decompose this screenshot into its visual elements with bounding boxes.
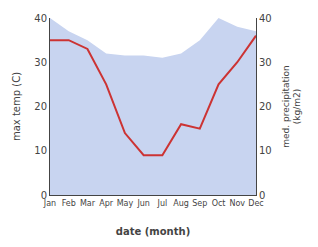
svg-text:Mar: Mar [80, 199, 96, 208]
svg-text:0: 0 [41, 190, 47, 201]
svg-text:40: 40 [34, 13, 47, 24]
svg-text:10: 10 [34, 145, 47, 156]
svg-text:40: 40 [259, 13, 272, 24]
svg-text:Nov: Nov [229, 199, 245, 208]
svg-text:10: 10 [259, 145, 272, 156]
svg-text:May: May [117, 199, 134, 208]
svg-text:Jul: Jul [157, 199, 168, 208]
svg-text:30: 30 [259, 57, 272, 68]
svg-text:Aug: Aug [173, 199, 189, 208]
svg-text:max temp (C): max temp (C) [11, 72, 22, 141]
svg-text:Oct: Oct [212, 199, 226, 208]
svg-text:30: 30 [34, 57, 47, 68]
svg-text:20: 20 [34, 101, 47, 112]
svg-text:Apr: Apr [99, 199, 114, 208]
svg-text:med. precipitation(kg/m2): med. precipitation(kg/m2) [281, 65, 303, 147]
svg-text:Sep: Sep [192, 199, 207, 208]
svg-text:0: 0 [259, 190, 265, 201]
svg-text:Jun: Jun [136, 199, 150, 208]
svg-text:Jan: Jan [43, 199, 56, 208]
svg-text:Dec: Dec [248, 199, 263, 208]
svg-text:Feb: Feb [62, 199, 76, 208]
svg-text:date (month): date (month) [116, 226, 190, 237]
svg-text:20: 20 [259, 101, 272, 112]
